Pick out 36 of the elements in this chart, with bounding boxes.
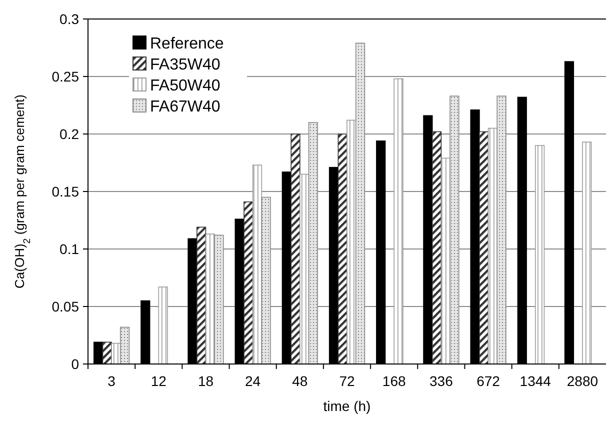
legend-label: FA67W40	[150, 98, 220, 116]
x-tick-label: 336	[430, 373, 454, 389]
x-tick-label: 1344	[520, 373, 552, 389]
bar	[346, 120, 356, 364]
x-tick-label: 2880	[566, 373, 598, 389]
bar	[252, 164, 262, 364]
bar	[290, 134, 300, 364]
legend-label: Reference	[150, 36, 224, 53]
y-tick-label: 0	[71, 356, 80, 372]
bar	[300, 174, 310, 364]
bar	[582, 142, 592, 364]
legend-label: FA35W40	[150, 56, 220, 74]
x-tick-label: 168	[382, 373, 406, 389]
y-tick-label: 0.05	[52, 298, 80, 314]
bar	[196, 226, 206, 364]
y-tick-label: 0.3	[60, 10, 80, 27]
x-axis-title: time (h)	[323, 398, 371, 414]
x-tick-label: 48	[292, 373, 308, 389]
x-tick-label: 72	[339, 373, 355, 389]
y-tick-label: 0.15	[52, 183, 80, 200]
x-tick-label: 18	[198, 373, 214, 389]
y-tick-label: 0.25	[52, 68, 80, 84]
x-tick-label: 12	[150, 373, 167, 389]
y-tick-label: 0.1	[60, 240, 80, 257]
legend-label: FA50W40	[150, 78, 220, 95]
bar	[432, 131, 442, 364]
bar	[394, 78, 404, 364]
x-tick-label: 24	[245, 373, 261, 389]
x-tick-label: 3	[108, 373, 116, 389]
y-tick-label: 0.2	[60, 126, 80, 142]
x-tick-label: 672	[476, 373, 500, 389]
bar	[244, 201, 254, 364]
bar	[158, 286, 168, 364]
bar	[479, 131, 489, 364]
bar	[120, 326, 130, 364]
bar	[534, 145, 545, 364]
